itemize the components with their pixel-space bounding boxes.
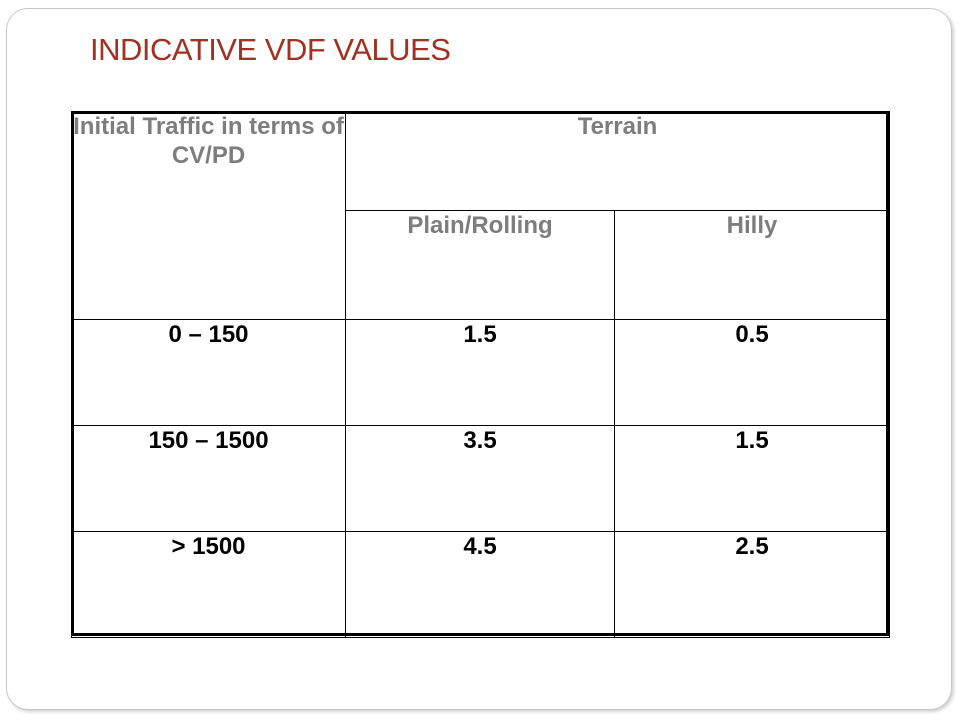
table-row: 150 – 1500 3.5 1.5 xyxy=(71,425,890,532)
vdf-table: Initial Traffic in terms of CV/PD Terrai… xyxy=(71,111,890,638)
cell-plain-rolling: 1.5 xyxy=(345,319,615,426)
cell-hilly: 1.5 xyxy=(614,425,890,532)
cell-hilly: 2.5 xyxy=(614,531,890,638)
cell-traffic: 0 – 150 xyxy=(71,319,346,426)
header-terrain: Terrain xyxy=(345,111,890,211)
cell-traffic: 150 – 1500 xyxy=(71,425,346,532)
cell-traffic: > 1500 xyxy=(71,531,346,638)
cell-plain-rolling: 4.5 xyxy=(345,531,615,638)
table-row: > 1500 4.5 2.5 xyxy=(71,531,890,638)
header-hilly: Hilly xyxy=(614,210,890,320)
header-initial-traffic: Initial Traffic in terms of CV/PD xyxy=(71,111,346,320)
table-header-row: Initial Traffic in terms of CV/PD Terrai… xyxy=(71,111,890,320)
slide-title: INDICATIVE VDF VALUES xyxy=(90,32,451,67)
header-plain-rolling: Plain/Rolling xyxy=(345,210,615,320)
cell-hilly: 0.5 xyxy=(614,319,890,426)
table-row: 0 – 150 1.5 0.5 xyxy=(71,319,890,426)
cell-plain-rolling: 3.5 xyxy=(345,425,615,532)
